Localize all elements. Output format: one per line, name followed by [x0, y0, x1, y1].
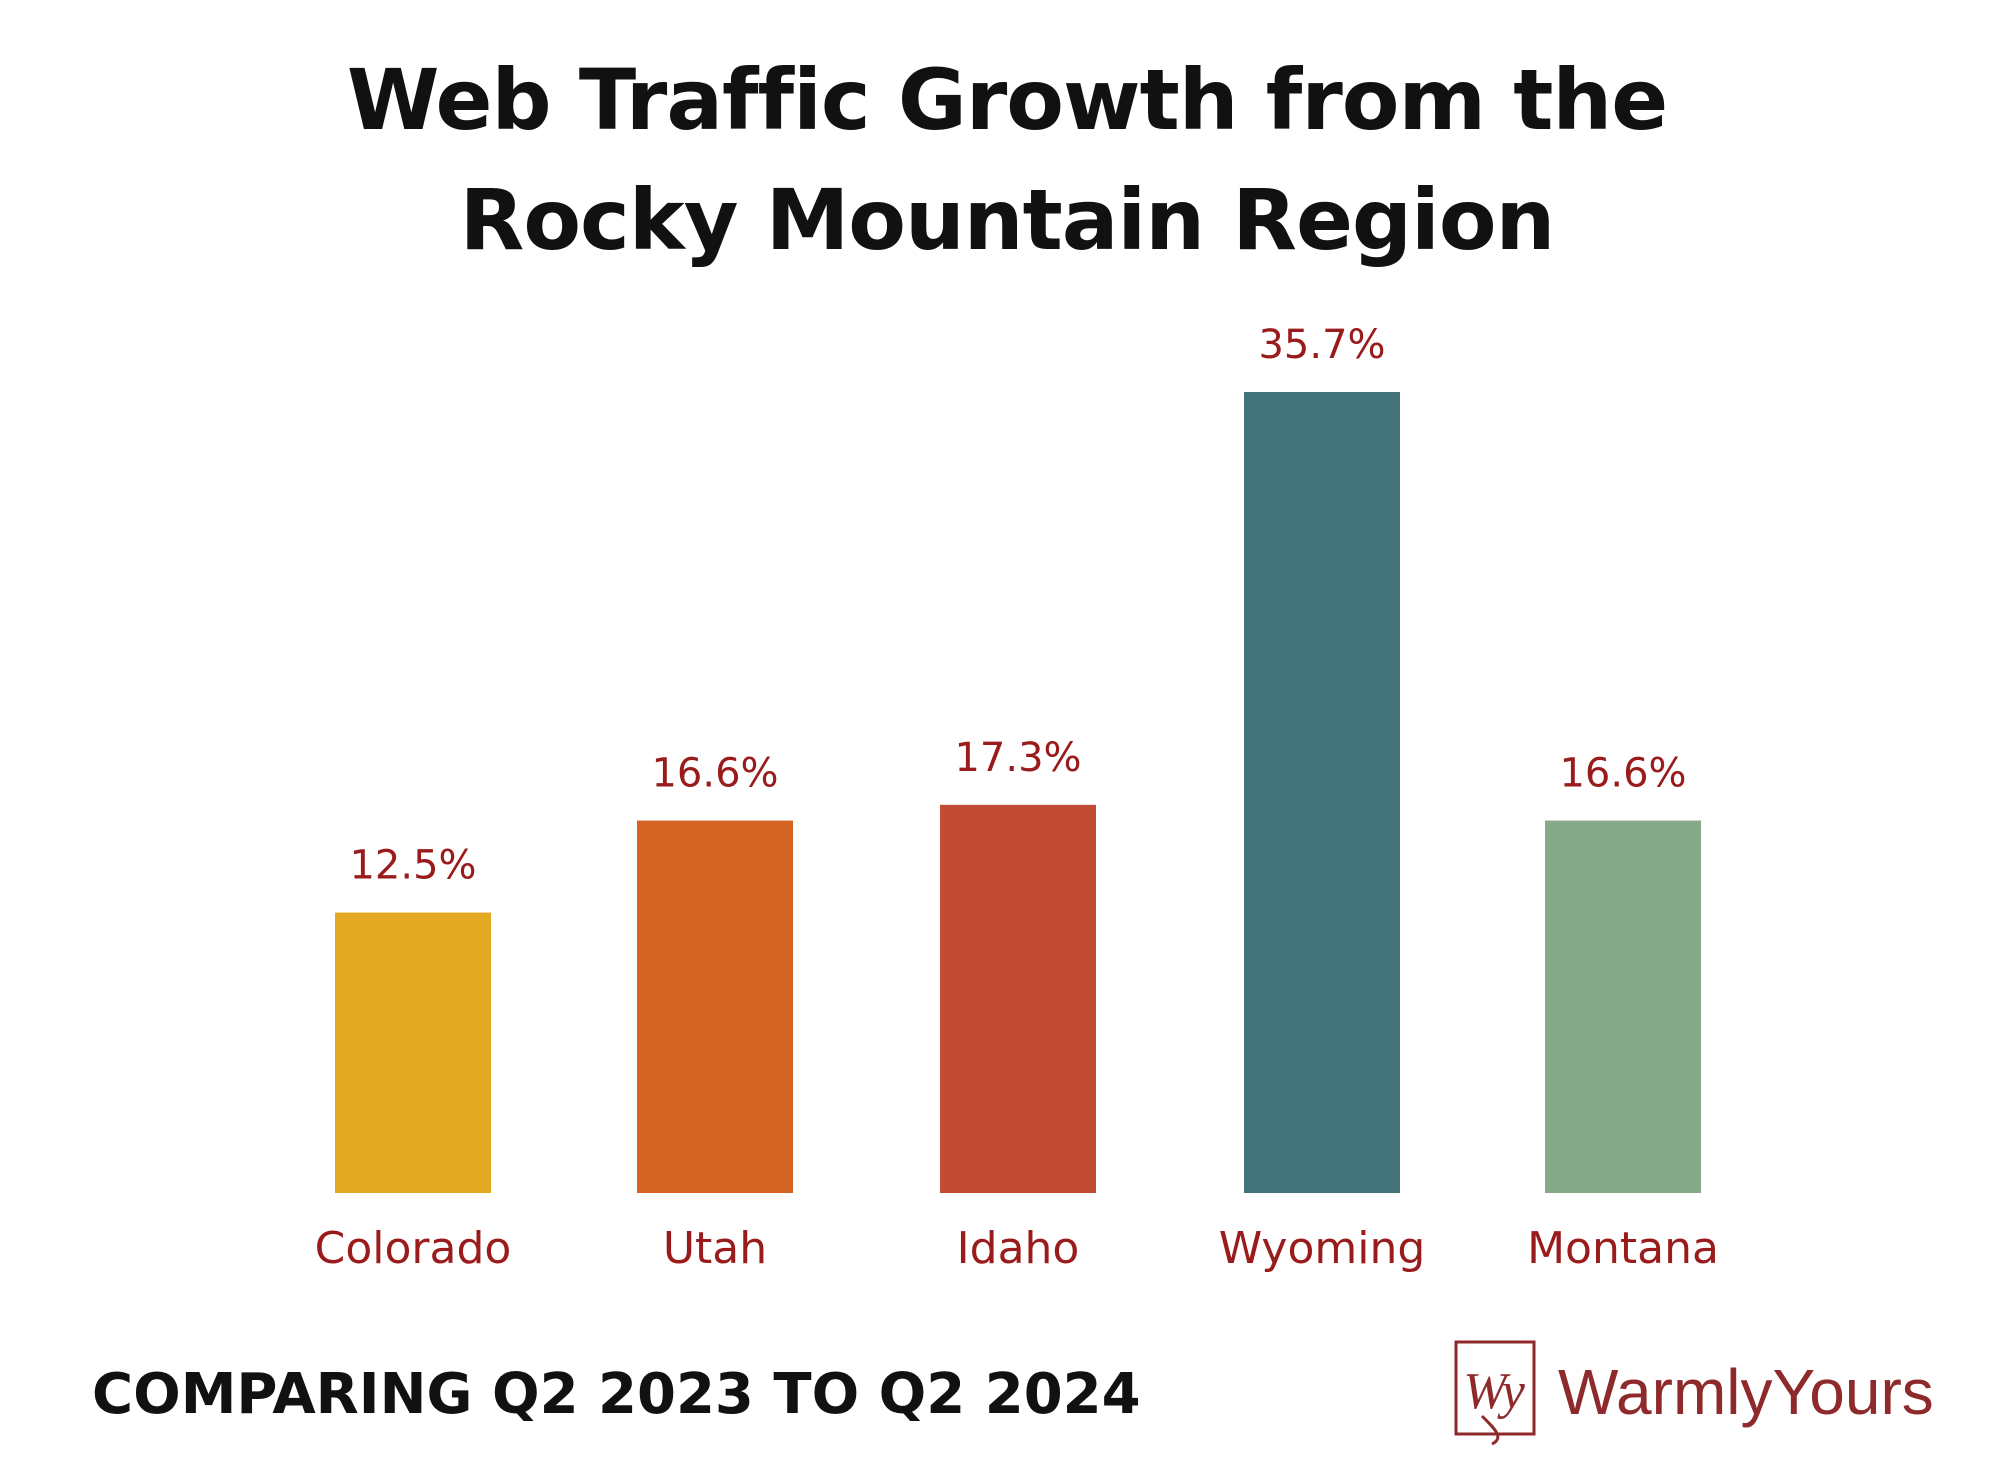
- chart-title-line-1: Web Traffic Growth from the: [346, 51, 1668, 149]
- warmlyyours-monogram-icon: Wy: [1454, 1340, 1536, 1446]
- bar-montana: [1545, 820, 1701, 1193]
- bar-wyoming: [1244, 392, 1400, 1193]
- category-label-montana: Montana: [1527, 1223, 1719, 1274]
- category-label-wyoming: Wyoming: [1219, 1223, 1426, 1274]
- bar-idaho: [940, 804, 1096, 1193]
- comparison-subtitle: COMPARING Q2 2023 TO Q2 2024: [92, 1362, 1141, 1427]
- value-label-idaho: 17.3%: [954, 735, 1081, 781]
- svg-text:Wy: Wy: [1463, 1363, 1526, 1420]
- value-label-montana: 16.6%: [1559, 751, 1686, 797]
- value-label-colorado: 12.5%: [349, 843, 476, 889]
- category-label-utah: Utah: [663, 1223, 767, 1274]
- warmlyyours-logo: Wy WarmlyYours: [1452, 1338, 1952, 1448]
- category-label-idaho: Idaho: [957, 1223, 1080, 1274]
- bar-utah: [637, 820, 793, 1193]
- category-label-colorado: Colorado: [315, 1223, 512, 1274]
- chart-title-line-2: Rocky Mountain Region: [459, 171, 1556, 269]
- value-labels-group: 12.5% 16.6% 17.3% 35.7% 16.6%: [349, 322, 1686, 889]
- chart-title: Web Traffic Growth from the Rocky Mounta…: [0, 40, 2014, 280]
- bars-group: [335, 392, 1701, 1193]
- value-label-wyoming: 35.7%: [1258, 322, 1385, 368]
- warmlyyours-logo-text: WarmlyYours: [1558, 1356, 1934, 1428]
- bar-colorado: [335, 912, 491, 1193]
- category-labels-group: Colorado Utah Idaho Wyoming Montana: [315, 1223, 1719, 1274]
- value-label-utah: 16.6%: [651, 751, 778, 797]
